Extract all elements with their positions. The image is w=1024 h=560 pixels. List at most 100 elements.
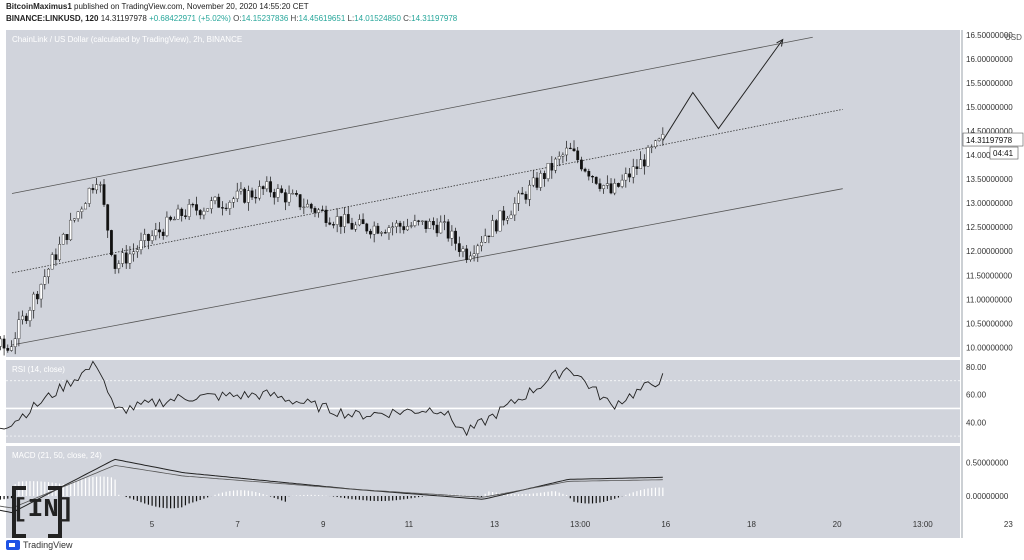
- candle-up: [187, 204, 191, 217]
- candle-up: [546, 163, 550, 180]
- y-tick-label: 12.50000000: [966, 223, 1013, 232]
- candle-up: [0, 338, 2, 347]
- candle-up: [132, 251, 136, 255]
- candle-up: [84, 203, 87, 210]
- candle-down: [376, 225, 380, 234]
- candle-up: [468, 255, 472, 260]
- panel-bg-1: [6, 30, 960, 357]
- candle-up: [394, 222, 398, 227]
- candle-up: [509, 214, 513, 219]
- countdown-badge: [989, 146, 1019, 160]
- candle-up: [98, 184, 102, 186]
- candle-down: [110, 230, 113, 255]
- candle-up: [613, 183, 617, 194]
- candle-up: [128, 253, 132, 264]
- candle-up: [661, 134, 665, 140]
- candle-down: [198, 210, 202, 216]
- high-label: H:: [290, 14, 299, 23]
- candle-down: [520, 192, 524, 195]
- candle-up: [306, 203, 309, 208]
- candle-down: [169, 216, 173, 220]
- candle-up: [209, 200, 213, 209]
- candle-up: [117, 263, 121, 269]
- candle-up: [450, 230, 454, 239]
- candle-up: [13, 338, 17, 347]
- candle-up: [76, 211, 80, 219]
- candle-up: [602, 185, 606, 189]
- candle-down: [609, 183, 613, 194]
- last-price-axis-label: 14.31197978: [966, 136, 1013, 145]
- last-price: 14.31197978: [100, 14, 147, 23]
- candle-up: [517, 192, 520, 204]
- candle-up: [428, 221, 432, 229]
- y-tick-label: 14.00000000: [966, 151, 1013, 160]
- x-tick-label: 20: [833, 520, 842, 529]
- candle-down: [147, 234, 150, 241]
- candle-down: [457, 243, 461, 252]
- candle-down: [454, 230, 457, 244]
- projection-path: [662, 39, 784, 141]
- candle-up: [61, 234, 65, 245]
- candle-down: [339, 216, 343, 227]
- channel-middle-line: [11, 108, 843, 274]
- candle-up: [10, 346, 13, 351]
- x-tick-label: 13:00: [913, 520, 934, 529]
- candle-down: [332, 224, 335, 226]
- candle-up: [172, 218, 176, 221]
- rsi-y-tick-label: 60.00: [966, 391, 987, 400]
- candle-up: [639, 159, 643, 169]
- candle-up: [439, 221, 443, 234]
- candle-down: [535, 177, 539, 188]
- price-change: +0.68422971 (+5.02%): [149, 14, 231, 23]
- x-tick-label: 11: [405, 520, 414, 529]
- x-tick-label: 13:00: [570, 520, 591, 529]
- candle-up: [213, 196, 217, 201]
- channel-upper-line: [11, 36, 813, 194]
- candle-down: [550, 163, 554, 171]
- candle-down: [250, 190, 254, 198]
- rsi-y-tick-label: 80.00: [966, 363, 987, 372]
- candle-up: [150, 235, 154, 241]
- panel-bg-3: [6, 446, 960, 516]
- y-tick-label: 10.00000000: [966, 343, 1013, 352]
- tradingview-footer[interactable]: TradingView: [6, 540, 73, 550]
- y-tick-label: 15.50000000: [966, 79, 1013, 88]
- candle-down: [383, 232, 387, 234]
- open-value: 14.15237836: [241, 14, 289, 23]
- panel-bg-2: [6, 360, 960, 443]
- candle-down: [398, 222, 402, 227]
- candle-down: [161, 231, 165, 236]
- candle-up: [47, 268, 50, 277]
- candle-up: [317, 209, 321, 213]
- channel-lower-line: [11, 188, 843, 346]
- candle-up: [232, 198, 235, 203]
- candle-up: [631, 166, 635, 178]
- author-name[interactable]: BitcoinMaximus1: [6, 2, 72, 11]
- macd-y-tick-label: 0.50000000: [966, 459, 1009, 468]
- candle-down: [2, 338, 6, 349]
- candle-down: [280, 188, 284, 193]
- y-tick-label: 11.50000000: [966, 271, 1013, 280]
- candle-up: [121, 252, 124, 264]
- candle-up: [472, 253, 476, 257]
- candle-down: [124, 252, 128, 264]
- candle-up: [143, 234, 147, 241]
- candle-down: [591, 176, 594, 178]
- candle-up: [483, 235, 487, 243]
- candle-up: [58, 243, 61, 260]
- candle-up: [491, 220, 494, 237]
- candle-up: [528, 184, 532, 200]
- macd-signal-line: [0, 464, 663, 509]
- candle-down: [221, 207, 224, 209]
- candle-down: [594, 176, 598, 184]
- candle-up: [32, 293, 36, 311]
- y-tick-label: 12.00000000: [966, 247, 1013, 256]
- candle-down: [102, 184, 106, 205]
- x-tick-label: 5: [150, 520, 155, 529]
- candle-down: [283, 192, 287, 203]
- candle-up: [505, 218, 509, 221]
- candle-down: [217, 196, 221, 208]
- candle-down: [6, 348, 10, 351]
- x-tick-label: 16: [661, 520, 670, 529]
